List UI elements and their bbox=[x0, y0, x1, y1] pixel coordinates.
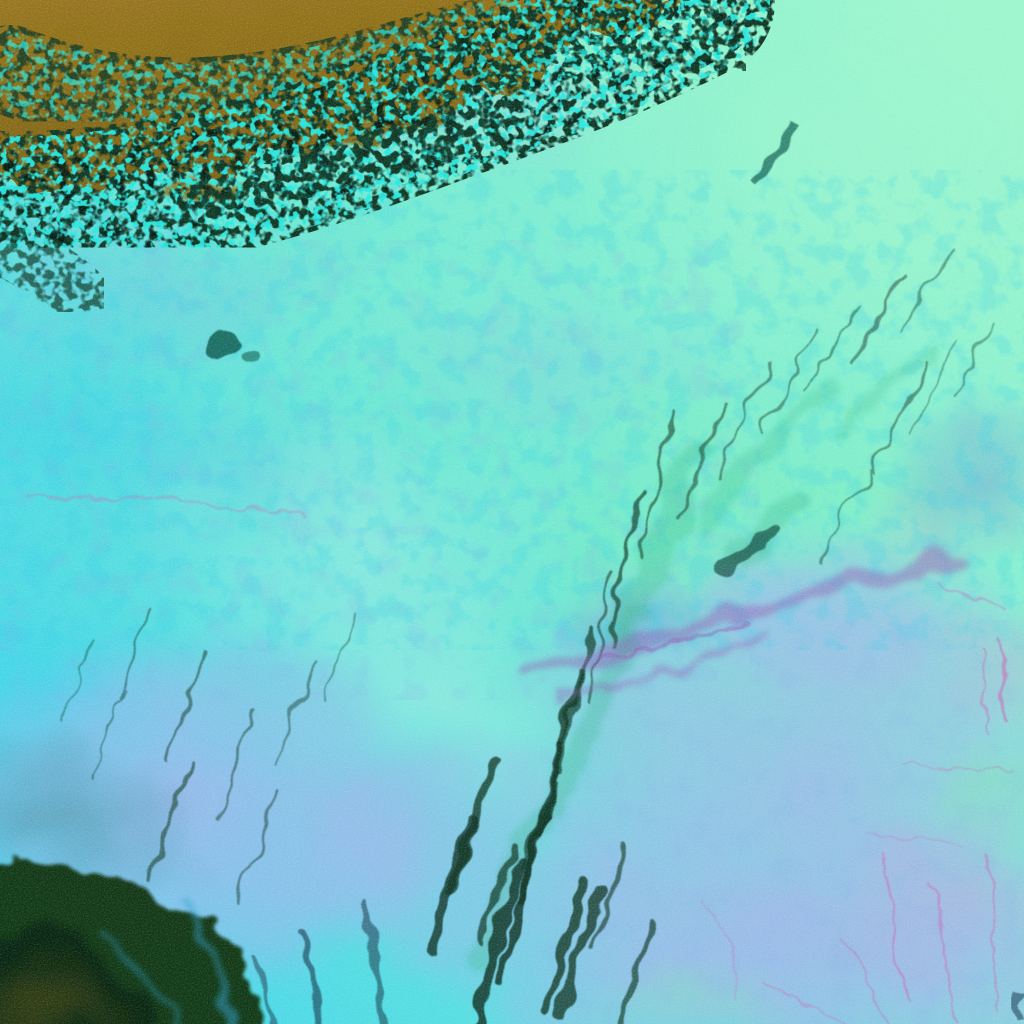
satellite-image-canvas bbox=[0, 0, 1024, 1024]
false-color-satellite-scene bbox=[0, 0, 1024, 1024]
film-grain-overlay bbox=[0, 0, 1024, 1024]
